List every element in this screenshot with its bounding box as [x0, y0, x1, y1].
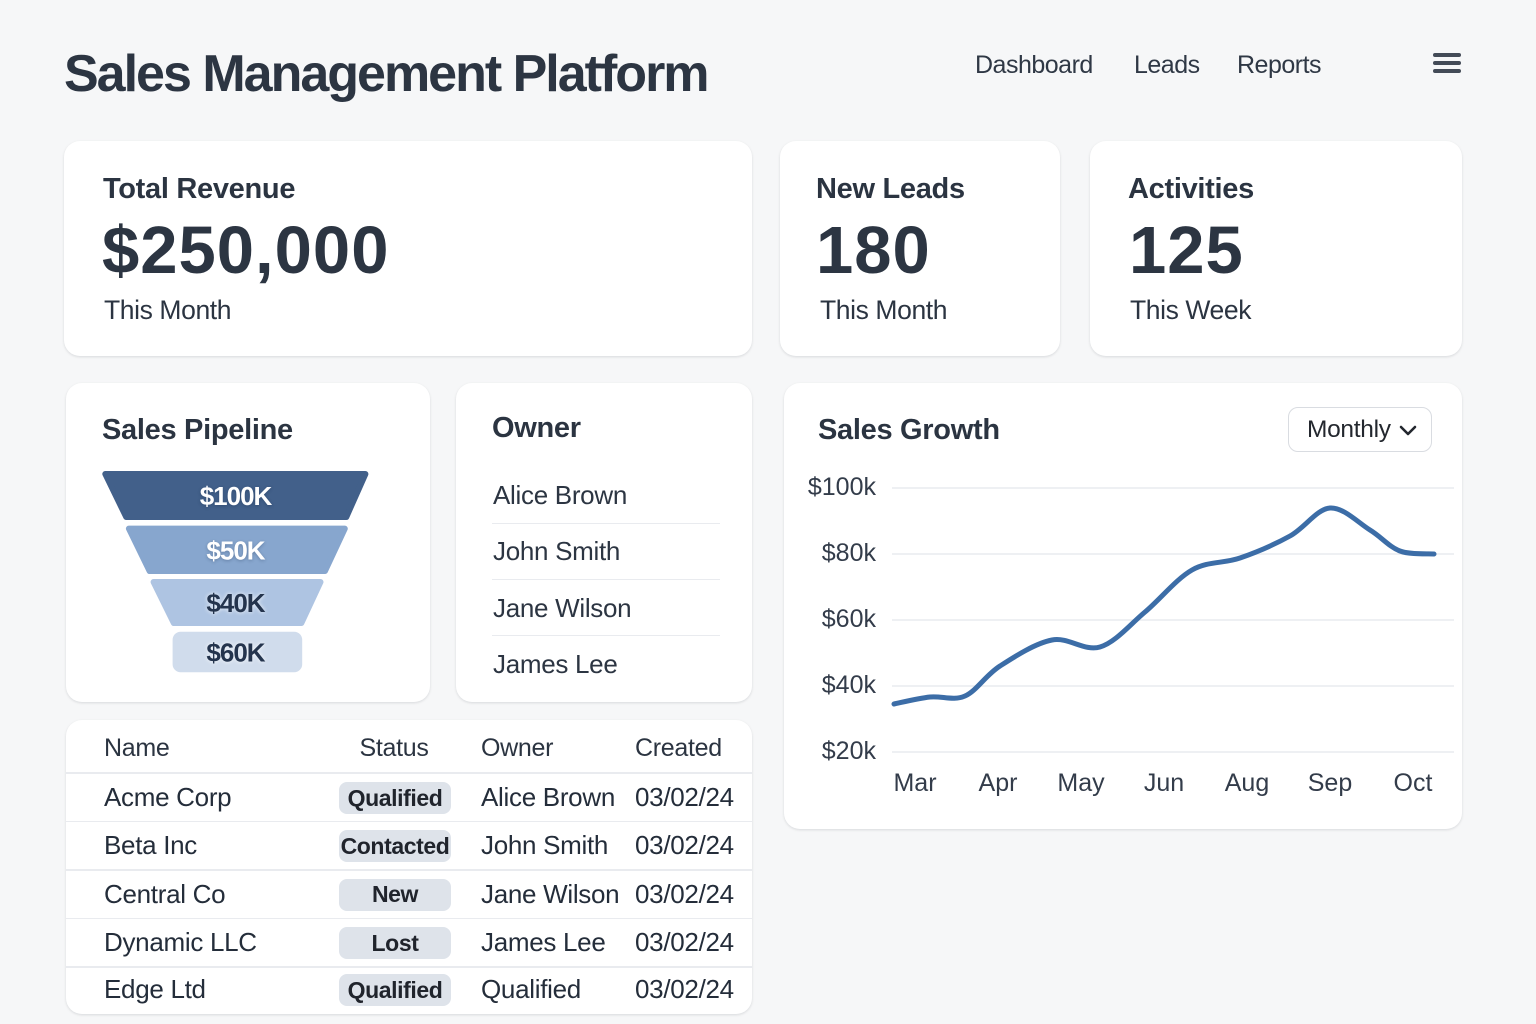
svg-text:$60K: $60K — [206, 638, 265, 668]
svg-text:$40K: $40K — [206, 588, 265, 618]
svg-text:$100K: $100K — [200, 481, 273, 511]
svg-text:$50K: $50K — [206, 535, 265, 565]
